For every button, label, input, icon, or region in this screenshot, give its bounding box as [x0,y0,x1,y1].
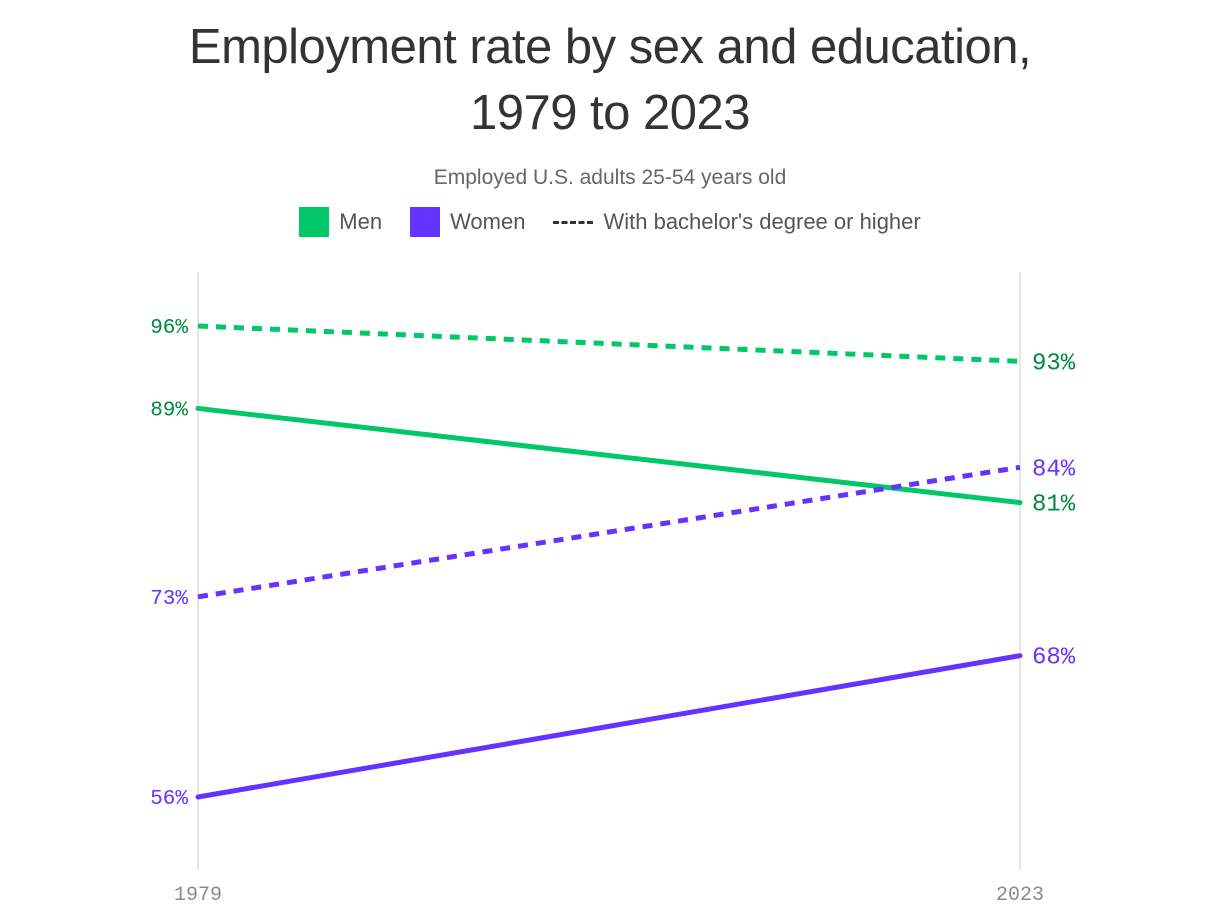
series-line-women_bachelor [197,464,1021,600]
chart-subtitle: Employed U.S. adults 25-54 years old [433,166,787,189]
legend-label-men: Men [339,209,383,234]
data-label-men_bachelor-1979: 96% [150,317,188,340]
chart-title-line1: Employment rate by sex and education, [188,20,1032,74]
legend-dash-swatch [553,220,594,224]
legend-swatch-men [299,207,330,237]
series-line-men_bachelor [197,323,1021,364]
data-label-women_bachelor-1979: 73% [150,588,188,611]
legend-swatch-women [410,207,441,237]
chart-title-line2: 1979 to 2023 [469,86,751,140]
x-tick-label-2023: 2023 [996,884,1044,907]
legend-item-dashed: With bachelor's degree or higher [553,209,921,235]
legend-label-women: Women [450,209,526,234]
data-label-women_all-1979: 56% [150,788,188,811]
legend-label-dashed: With bachelor's degree or higher [603,209,921,234]
legend-item-women: Women [410,207,525,237]
data-label-women_bachelor-2023: 84% [1032,456,1076,483]
data-label-women_all-2023: 68% [1032,645,1076,672]
data-label-men_all-1979: 89% [150,399,188,422]
data-label-men_all-2023: 81% [1032,492,1076,519]
chart-legend: Men Women With bachelor's degree or high… [0,207,1220,237]
chart-title: Employment rate by sex and education, 19… [0,14,1220,146]
data-label-men_bachelor-2023: 93% [1032,350,1076,377]
x-tick-label-1979: 1979 [174,884,222,907]
series-line-women_all [195,653,1023,800]
legend-item-men: Men [299,207,382,237]
